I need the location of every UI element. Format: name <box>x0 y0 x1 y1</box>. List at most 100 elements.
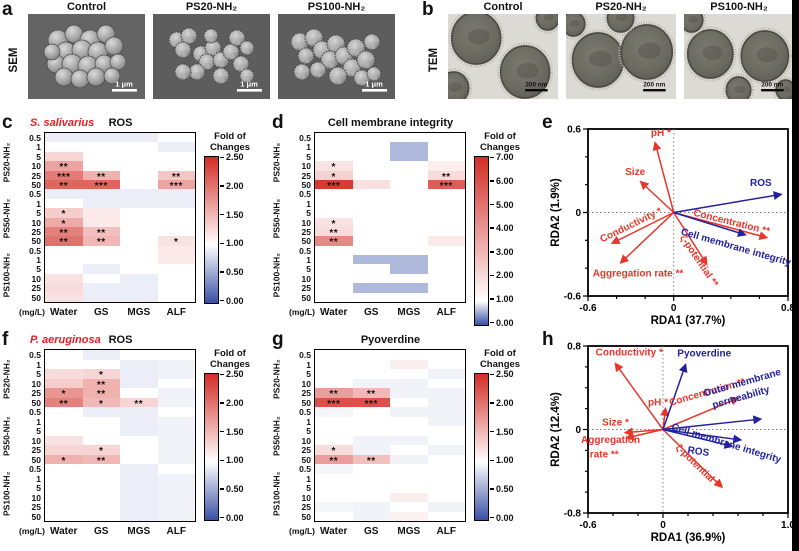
colorbar-gradient <box>204 156 219 304</box>
heatmap-grid: *************** <box>44 349 196 522</box>
heatmap-cell <box>315 416 353 426</box>
heatmap-cell <box>157 473 195 483</box>
panel-letter-c: c <box>2 112 13 133</box>
concentration-label: 25 <box>301 445 311 455</box>
heatmap-cell <box>390 161 428 171</box>
concentration-label: 5 <box>36 151 41 162</box>
concentration-label: 50 <box>301 454 311 465</box>
scale-bar <box>237 89 262 92</box>
bacterium-cell <box>109 53 127 71</box>
heatmap-cell <box>315 426 353 436</box>
heatmap-cell <box>427 378 465 388</box>
concentration-label: 10 <box>31 273 41 284</box>
heatmap-cell <box>427 142 465 152</box>
heatmap-cell <box>352 407 390 417</box>
colorbar-tick-mark <box>220 242 224 245</box>
colorbar-tick-mark <box>490 251 494 253</box>
species-label-p-aeruginosa: P. aeruginosa <box>30 334 101 346</box>
heatmap-cell <box>82 416 120 426</box>
heatmap-cell <box>120 454 158 464</box>
x-tick-label: 0 <box>671 303 677 314</box>
concentration-label: 25 <box>301 283 311 294</box>
colorbar-tick: 1.00 <box>220 238 244 248</box>
colorbar-tick-mark <box>490 203 494 206</box>
column-label: Water <box>320 526 348 538</box>
heatmap-cell <box>427 292 465 303</box>
concentration-label: 1 <box>306 359 311 370</box>
heatmap-cell <box>157 454 195 464</box>
scale-bar-label: 200 nm <box>643 81 665 88</box>
heatmap-cell <box>157 292 195 303</box>
heatmap-cell <box>120 255 158 265</box>
colorbar-tick-mark <box>220 488 224 490</box>
biplot-label: Aggregation rate ** <box>593 269 684 280</box>
concentration-label: 5 <box>36 483 41 493</box>
colorbar-tick-label: 2.00 <box>496 398 514 409</box>
heatmap-cell <box>427 483 465 493</box>
heatmap-cell <box>157 264 195 274</box>
heatmap-cell <box>427 273 465 284</box>
heatmap-cell <box>82 435 120 445</box>
heatmap-cell: ** <box>45 226 83 239</box>
heatmap-cell: * <box>45 217 83 230</box>
rda-arrow <box>652 141 675 213</box>
colorbar-tick-label: 0.50 <box>226 483 244 494</box>
colorbar-title-line1: Fold of <box>214 348 246 359</box>
heatmap-cell <box>120 179 158 190</box>
heatmap-cell <box>390 416 428 426</box>
column-label: ALF <box>166 526 186 538</box>
concentration-label: 10 <box>31 161 41 172</box>
colorbar-tick: 4.00 <box>490 223 514 233</box>
sem-control-title: Control <box>66 1 107 13</box>
concentration-label: 1 <box>36 473 41 484</box>
heatmap-cell <box>315 189 353 199</box>
concentration-label: 5 <box>36 208 41 219</box>
heatmap-cell <box>390 236 428 246</box>
heatmap-cell <box>45 198 83 209</box>
heatmap-cell <box>427 245 465 256</box>
row-group-label: PS50-NH₂ <box>1 198 12 239</box>
heatmap-cell <box>427 133 465 143</box>
heatmap-body: PS20-NH₂ PS50-NH₂ PS100-NH₂ 0.5 1 5 10 25 50 0.5 1… <box>270 131 529 328</box>
y-tick-label: 0.6 <box>567 125 581 136</box>
heatmap-cell <box>157 483 195 493</box>
rda-arrow <box>673 212 708 266</box>
colorbar-tick-label: 2.50 <box>226 152 244 163</box>
heatmap-cell <box>157 369 195 379</box>
colorbar-tick: 0.50 <box>220 267 244 277</box>
heatmap-cell: * <box>315 161 353 173</box>
heatmap-cell <box>45 369 83 379</box>
column-label: MGS <box>397 526 421 538</box>
column-label: ALF <box>166 307 186 319</box>
colorbar-tick-mark <box>490 274 494 277</box>
colorbar-tick-label: 1.00 <box>226 238 244 249</box>
heatmap-cell <box>352 292 390 303</box>
heatmap-cell <box>352 236 390 246</box>
heatmap-cell <box>352 170 390 180</box>
concentration-label: 5 <box>306 483 311 493</box>
heatmap-cell <box>120 161 158 171</box>
heatmap-cell <box>157 133 195 143</box>
heatmap-cell <box>157 378 195 388</box>
bacterium-cell <box>104 36 124 56</box>
colorbar-tick: 1.50 <box>490 427 514 437</box>
heatmap-cell <box>315 511 353 521</box>
concentration-label: 0.5 <box>299 350 311 360</box>
colorbar-tick-label: 2.50 <box>226 369 244 380</box>
bacterium-cell <box>686 29 734 79</box>
tem-ps100: PS100-NH₂ 200 nm <box>676 1 799 107</box>
x-tick-label: 0.8 <box>781 303 792 314</box>
concentration-label: 25 <box>31 170 41 181</box>
heatmap-cell <box>352 359 390 369</box>
panel-letter-a: a <box>2 0 13 20</box>
heatmap-cell <box>45 492 83 502</box>
heatmap-cell <box>82 407 120 417</box>
heatmap-cell <box>427 350 465 360</box>
heatmap-cell <box>120 245 158 256</box>
scale-bar <box>362 89 387 92</box>
concentration-label: 0.5 <box>29 189 41 200</box>
heatmap-cell <box>120 189 158 199</box>
heatmap-cell <box>45 473 83 483</box>
heatmap-cell <box>45 142 83 152</box>
colorbar-title: Fold of Changes <box>201 348 259 371</box>
